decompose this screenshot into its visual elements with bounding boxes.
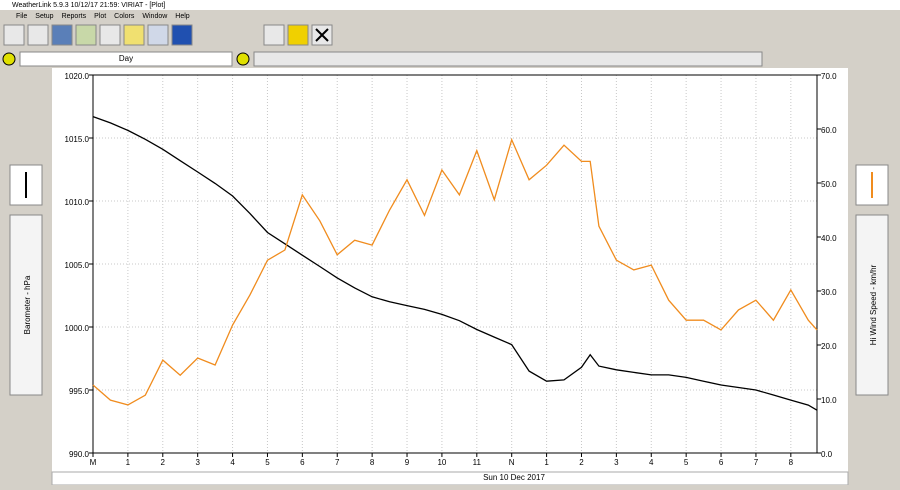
x-tick-label: 2 — [161, 458, 166, 467]
x-tick-label: N — [509, 458, 515, 467]
x-tick-label: 5 — [684, 458, 689, 467]
menu-item[interactable]: Reports — [62, 13, 87, 20]
tool-button[interactable] — [171, 24, 193, 46]
y-tick-label: 1015.0 — [65, 135, 90, 144]
plot-frame — [92, 74, 818, 454]
y2-tick-label: 70.0 — [821, 72, 837, 81]
y2-tick-label: 0.0 — [821, 450, 833, 459]
tool-button[interactable] — [51, 24, 73, 46]
y2-tick-label: 10.0 — [821, 396, 837, 405]
plot-panel — [52, 68, 848, 472]
y-tick-label: 1010.0 — [65, 198, 90, 207]
menu-item[interactable]: Colors — [114, 13, 135, 20]
print-button[interactable] — [263, 24, 285, 46]
toolbar — [3, 24, 333, 46]
tool-button[interactable] — [147, 24, 169, 46]
left-axis-button[interactable] — [9, 214, 43, 396]
menu-item[interactable]: File — [16, 13, 27, 20]
x-tick-label: 2 — [579, 458, 584, 467]
y-tick-label: 1005.0 — [65, 261, 90, 270]
x-tick-label: 4 — [230, 458, 235, 467]
x-tick-label: 11 — [473, 458, 482, 467]
y2-tick-label: 40.0 — [821, 234, 837, 243]
zoom-out[interactable] — [236, 52, 250, 66]
y-tick-label: 995.0 — [69, 387, 90, 396]
zoom-scroll[interactable] — [253, 51, 763, 67]
series-line — [92, 137, 818, 406]
y2-tick-label: 50.0 — [821, 180, 837, 189]
x-tick-label: 1 — [544, 458, 549, 467]
x-tick-label: 9 — [405, 458, 410, 467]
x-tick-label: 7 — [335, 458, 340, 467]
y2-tick-label: 60.0 — [821, 126, 837, 135]
zoom-field[interactable] — [19, 51, 233, 67]
tool-button[interactable] — [75, 24, 97, 46]
right-axis-button[interactable] — [855, 214, 889, 396]
menu-item[interactable]: Plot — [94, 13, 106, 20]
date-strip — [51, 471, 849, 486]
x-tick-label: 6 — [719, 458, 724, 467]
x-tick-label: 7 — [754, 458, 759, 467]
close-icon — [315, 28, 329, 42]
zoom-in[interactable] — [2, 52, 16, 66]
zoom-label: Day — [119, 54, 133, 63]
menu-item[interactable]: Setup — [35, 13, 53, 20]
x-tick-label: 3 — [614, 458, 619, 467]
menu-item[interactable]: Window — [142, 13, 168, 20]
x-axis-label: Sun 10 Dec 2017 — [483, 473, 545, 482]
y-tick-label: 1000.0 — [65, 324, 90, 333]
menu-item[interactable]: Help — [175, 13, 190, 20]
tool-button[interactable] — [3, 24, 25, 46]
y-axis-label: Barometer - hPa — [23, 275, 32, 334]
x-tick-label: 10 — [437, 458, 446, 467]
title-bar — [0, 0, 900, 10]
tool-button[interactable] — [123, 24, 145, 46]
y2-tick-label: 20.0 — [821, 342, 837, 351]
y2-axis-label: Hi Wind Speed - km/hr — [869, 264, 878, 345]
menu-bar: File Setup Reports Plot Colors Window Help — [16, 13, 190, 20]
tool-button[interactable] — [27, 24, 49, 46]
x-tick-label: 1 — [126, 458, 131, 467]
x-tick-label: 8 — [789, 458, 794, 467]
tool-button[interactable] — [99, 24, 121, 46]
x-tick-label: 5 — [265, 458, 270, 467]
window-title: WeatherLink 5.9.3 10/12/17 21:59: VIRIAT… — [12, 2, 165, 9]
x-tick-label: 6 — [300, 458, 305, 467]
y-tick-label: 1020.0 — [65, 72, 90, 81]
help-button[interactable] — [287, 24, 309, 46]
x-tick-label: 3 — [195, 458, 200, 467]
x-tick-label: M — [90, 458, 97, 467]
y2-tick-label: 30.0 — [821, 288, 837, 297]
series-line — [92, 115, 818, 411]
x-tick-label: 8 — [370, 458, 375, 467]
y-tick-label: 990.0 — [69, 450, 90, 459]
x-tick-label: 4 — [649, 458, 654, 467]
